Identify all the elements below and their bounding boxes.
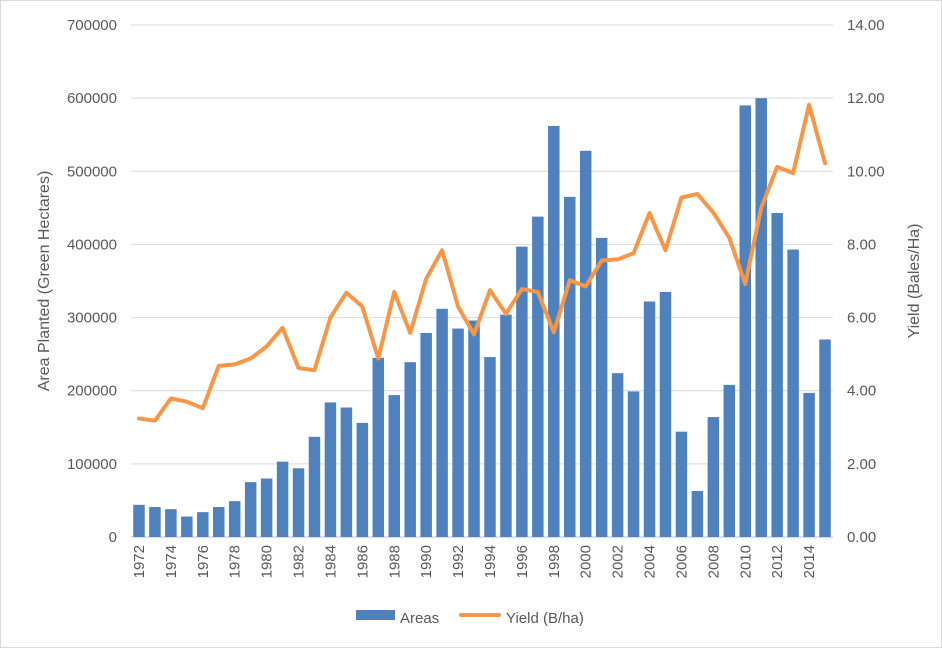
bar-1974	[165, 509, 177, 537]
bar-2010	[739, 105, 751, 537]
left-axis-title: Area Planted (Green Hectares)	[36, 171, 53, 392]
bar-1986	[356, 422, 369, 537]
bar-1997	[532, 216, 544, 538]
x-tick-label: 1988	[386, 545, 403, 578]
bar-1993	[468, 320, 480, 537]
bar-1978	[228, 501, 241, 537]
bar-2003	[627, 391, 640, 537]
bar-1982	[292, 468, 305, 537]
left-tick-label: 500000	[67, 163, 117, 180]
bar-1995	[500, 314, 512, 537]
x-tick-label: 1982	[291, 545, 308, 578]
x-tick-label: 1976	[195, 545, 212, 578]
bar-1973	[149, 507, 161, 537]
x-tick-label: 2002	[610, 545, 627, 578]
bar-1991	[436, 308, 448, 537]
x-tick-label: 1994	[482, 545, 499, 578]
bar-2011	[755, 98, 767, 538]
bar-1976	[197, 512, 209, 537]
bar-1999	[564, 196, 576, 537]
x-tick-label: 1972	[131, 545, 148, 578]
bar-1981	[276, 461, 289, 537]
right-tick-label: 10.00	[847, 163, 885, 180]
bar-2001	[595, 237, 608, 538]
bar-2014	[803, 392, 815, 537]
line-series-yield	[136, 102, 828, 423]
legend-label-areas: Areas	[400, 610, 439, 627]
gridlines	[131, 24, 833, 538]
x-tick-label: 2008	[705, 545, 722, 578]
left-tick-label: 0	[109, 529, 117, 546]
bar-2008	[707, 417, 720, 537]
bar-2004	[643, 301, 656, 537]
x-tick-label: 1996	[514, 545, 531, 578]
x-tick-label: 1998	[546, 545, 563, 578]
bar-2013	[787, 249, 799, 537]
bar-1988	[388, 395, 400, 537]
x-tick-label: 2000	[578, 545, 595, 578]
x-tick-label: 2014	[801, 545, 818, 578]
x-tick-label: 1978	[227, 545, 244, 578]
x-tick-label: 2010	[737, 545, 754, 578]
bar-2015	[819, 339, 831, 537]
x-tick-label: 1974	[163, 545, 180, 578]
bar-1994	[484, 357, 496, 537]
right-tick-label: 12.00	[847, 90, 885, 107]
bar-1975	[181, 516, 193, 537]
legend-label-yield: Yield (B/ha)	[506, 610, 584, 627]
bar-1979	[244, 482, 257, 537]
legend-swatch-areas	[356, 610, 395, 620]
left-tick-label: 400000	[67, 236, 117, 253]
bar-series-areas	[133, 98, 831, 538]
x-axis-ticks: 1972 1974 1976 1978 1980 1982 1984 1986 1988 1990…	[131, 545, 818, 578]
x-tick-label: 1990	[418, 545, 435, 578]
left-tick-label: 100000	[67, 456, 117, 473]
x-tick-label: 2012	[769, 545, 786, 578]
bar-2006	[675, 431, 688, 537]
bar-1977	[213, 507, 225, 537]
x-tick-label: 2006	[673, 545, 690, 578]
right-axis-title: Yield (Bales/Ha)	[906, 223, 923, 338]
left-tick-label: 600000	[67, 90, 117, 107]
bar-1980	[260, 478, 273, 537]
x-tick-label: 1984	[322, 545, 339, 578]
right-tick-label: 14.00	[847, 17, 885, 34]
legend: Areas Yield (B/ha)	[356, 610, 584, 627]
x-tick-label: 2004	[642, 545, 659, 578]
right-tick-label: 4.00	[847, 383, 876, 400]
left-tick-label: 700000	[67, 17, 117, 34]
bar-2012	[771, 212, 783, 537]
x-tick-label: 1992	[450, 545, 467, 578]
bar-2009	[723, 384, 736, 537]
bar-2002	[611, 373, 624, 537]
bar-1990	[420, 332, 432, 537]
left-tick-label: 200000	[67, 383, 117, 400]
left-axis-ticks: 0 100000 200000 300000 400000 500000 600000 700…	[67, 17, 117, 546]
bar-2007	[691, 490, 704, 537]
bar-1985	[340, 407, 353, 537]
bar-2000	[579, 150, 592, 537]
bar-1984	[324, 402, 337, 537]
bar-1989	[404, 362, 416, 537]
x-tick-label: 1986	[354, 545, 371, 578]
bar-1996	[516, 246, 528, 537]
x-tick-label: 1980	[259, 545, 276, 578]
yield-line	[136, 102, 828, 423]
bar-1983	[308, 436, 321, 537]
right-tick-label: 0.00	[847, 529, 876, 546]
bar-1972	[133, 504, 145, 537]
right-tick-label: 2.00	[847, 456, 876, 473]
bar-1987	[372, 357, 385, 537]
left-tick-label: 300000	[67, 310, 117, 327]
right-tick-label: 6.00	[847, 310, 876, 327]
bar-1992	[452, 328, 464, 537]
right-axis-ticks: 0.00 2.00 4.00 6.00 8.00 10.00 12.00 14.00	[847, 17, 885, 546]
bar-2005	[659, 291, 672, 537]
right-tick-label: 8.00	[847, 236, 876, 253]
